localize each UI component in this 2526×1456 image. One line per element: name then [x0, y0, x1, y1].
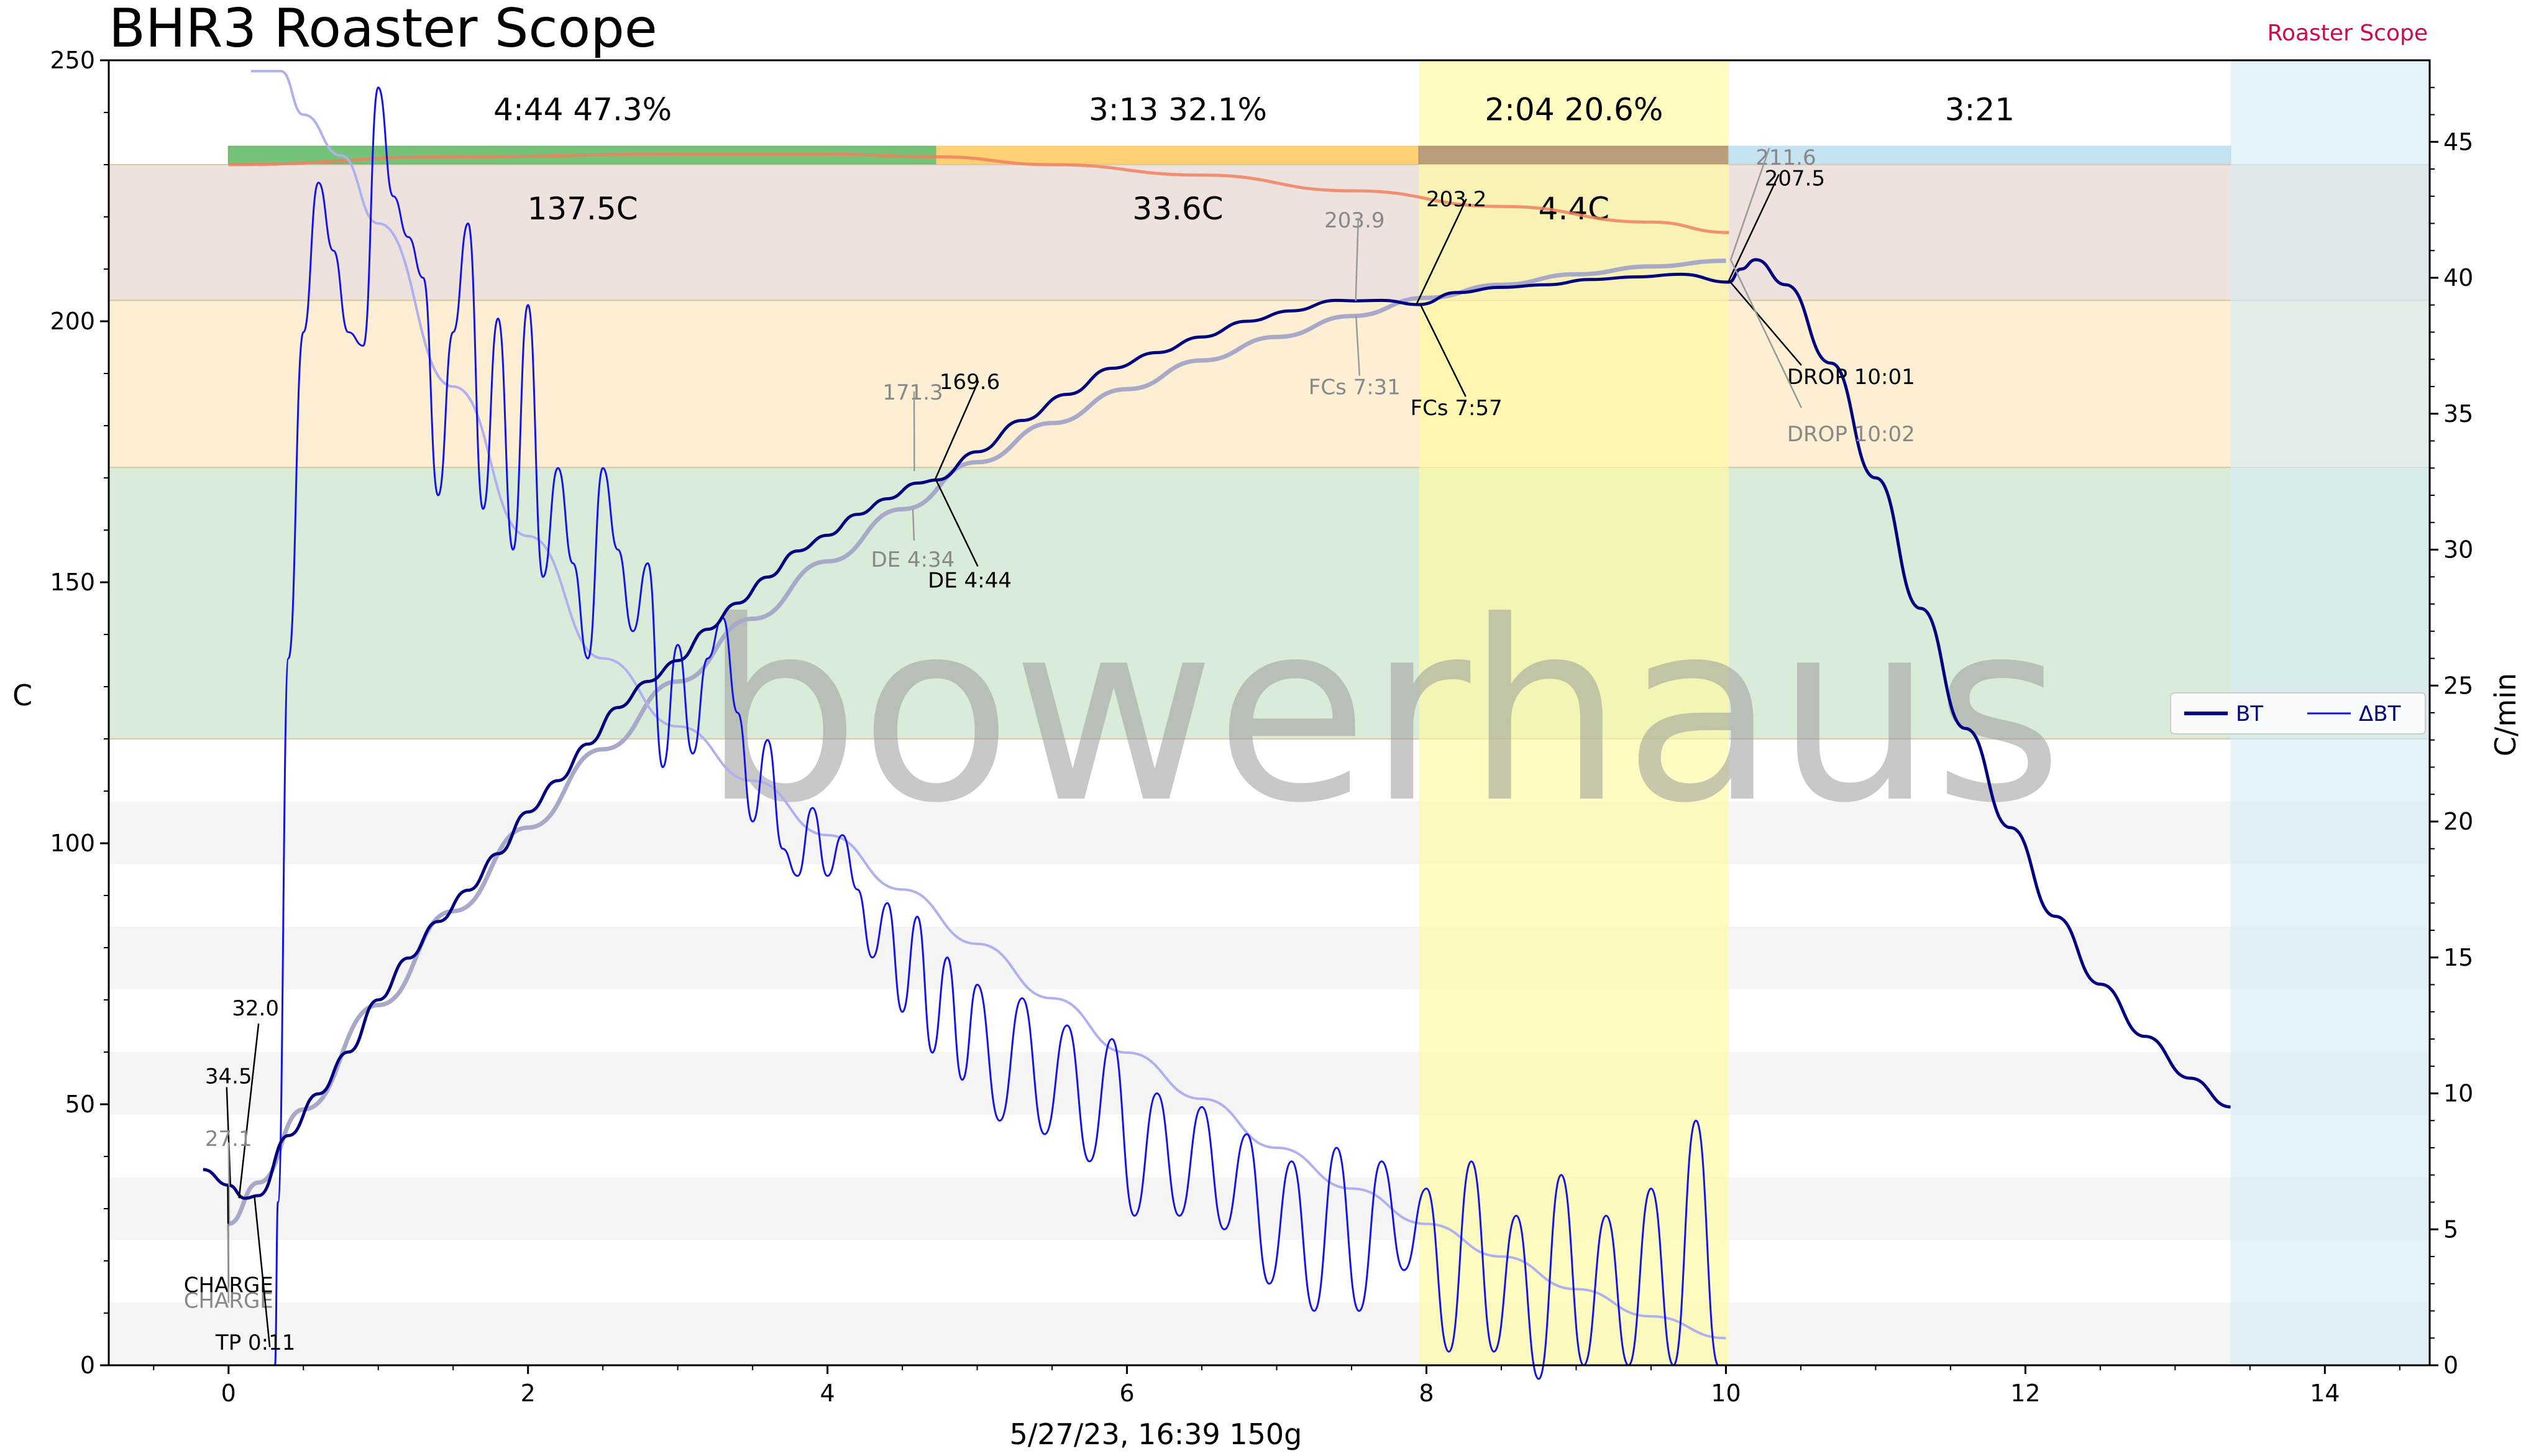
phase-time-label: 4:44 47.3%: [493, 92, 672, 128]
watermark-layer: bowerhaus: [702, 569, 2063, 858]
annotation-label: 171.3: [882, 380, 943, 405]
y2-tick-label: 35: [2443, 400, 2473, 428]
annotation-leader-line: [254, 1195, 271, 1347]
x-tick-label: 0: [221, 1380, 236, 1407]
y2-tick-label: 5: [2443, 1216, 2458, 1243]
series-lines-layer: [203, 70, 2231, 1380]
background-stripe: [109, 1303, 2430, 1365]
annotation-label: DROP 10:01: [1787, 365, 1915, 390]
x-tick-label: 4: [820, 1380, 835, 1407]
background-stripe: [109, 1177, 2430, 1240]
phase-bar-2: [1418, 145, 1730, 165]
annotation-label: DROP 10:02: [1787, 422, 1915, 447]
annotation-leader-line: [1355, 217, 1360, 301]
phase-temp-label: 137.5C: [528, 191, 638, 227]
annotation-leader-line: [238, 1023, 260, 1199]
series-line-btreference: [227, 259, 1726, 1226]
annotation-leader-line: [935, 479, 979, 567]
annotation-leader-line: [934, 380, 979, 480]
phase-bar-3: [1728, 145, 2231, 165]
y2-tick-label: 30: [2443, 536, 2473, 564]
temperature-band-band_low: [108, 467, 2430, 739]
annotation-leader-line: [1729, 282, 1802, 366]
phase-time-label: 3:13 32.1%: [1089, 92, 1267, 128]
series-line-bt: [203, 258, 2231, 1200]
annotation-label: FCs 7:57: [1411, 396, 1503, 421]
annotation-leader-line: [1419, 304, 1467, 397]
y2-tick-label: 25: [2443, 672, 2473, 699]
annotation-leader-line: [1416, 198, 1467, 305]
annotation-leader-line: [912, 509, 915, 541]
y-tick-label: 50: [65, 1091, 95, 1118]
annotation-leader-line: [1355, 316, 1361, 376]
x-tick-label: 8: [1419, 1380, 1434, 1407]
phase-temp-label: 33.6C: [1132, 191, 1223, 227]
annotation-label: 207.5: [1765, 167, 1825, 191]
y2-tick-label: 15: [2443, 944, 2473, 971]
brand-label[interactable]: Roaster Scope: [2267, 21, 2428, 46]
annotation-label: 32.0: [232, 996, 279, 1021]
watermark-logo: bowerhaus: [702, 569, 2063, 858]
annotation-label: 169.6: [940, 370, 1000, 395]
x-tick-label: 12: [2010, 1380, 2040, 1407]
annotation-leader-line: [1729, 147, 1770, 261]
annotation-label: FCs 7:31: [1309, 375, 1401, 400]
phase-time-label: 2:04 20.6%: [1485, 92, 1663, 128]
y-tick-label: 100: [50, 830, 95, 857]
annotation-label: 203.2: [1426, 187, 1486, 212]
annotation-leader-line: [226, 1087, 232, 1186]
highlight-dev_highlight: [1419, 60, 1729, 1365]
annotation-label: 211.6: [1755, 145, 1816, 170]
y-tick-label: 200: [50, 308, 95, 335]
annotation-leader-line: [1730, 260, 1803, 408]
annotation-label: 203.9: [1324, 208, 1384, 233]
y-axis-label: C: [12, 679, 32, 712]
y2-tick-label: 20: [2443, 808, 2473, 835]
legend-bt-label: BT: [2236, 702, 2263, 726]
annotation-label: DE 4:44: [928, 568, 1012, 593]
phase-bar-1: [936, 145, 1420, 165]
background-stripe: [109, 1052, 2430, 1115]
temperature-band-band_top: [108, 164, 2430, 301]
y-tick-label: 0: [80, 1352, 95, 1379]
legend: BT ΔBT: [2170, 692, 2426, 735]
background-stripe: [109, 927, 2430, 990]
legend-dbt-label: ΔBT: [2359, 702, 2401, 726]
annotation-leader-line: [1727, 174, 1780, 283]
x-tick-label: 14: [2310, 1380, 2340, 1407]
chart-background-layer: [108, 60, 2430, 1365]
x-tick-label: 6: [1119, 1380, 1134, 1407]
y-tick-label: 150: [50, 569, 95, 596]
series-line-bt-delta: [274, 86, 1726, 1380]
y2-tick-label: 45: [2443, 128, 2473, 155]
series-line-btreference-delta: [250, 70, 1726, 1340]
annotation-label: TP 0:11: [215, 1330, 295, 1355]
phase-time-label: 3:21: [1945, 92, 2015, 128]
annotation-leader-line: [227, 1224, 230, 1303]
y2-tick-label: 10: [2443, 1080, 2473, 1107]
axes-layer: 0 2 4 6 8 10 12 14 0 50 100 150 200 250 0 5 10 15 20 25 30 35…: [50, 47, 2473, 1407]
y2-tick-label: 0: [2443, 1352, 2458, 1379]
annotation-label: 34.5: [205, 1064, 252, 1089]
chart-title: BHR3 Roaster Scope: [109, 0, 657, 60]
y2-axis-label: C/min: [2489, 673, 2522, 756]
x-axis-label: 5/27/23, 16:39 150g: [1010, 1417, 1302, 1451]
x-tick-label: 10: [1711, 1380, 1741, 1407]
series-line-et: [228, 152, 1729, 234]
y2-tick-label: 40: [2443, 264, 2473, 291]
y-tick-label: 250: [50, 47, 95, 74]
x-tick-label: 2: [521, 1380, 536, 1407]
annotation-label: DE 4:34: [871, 547, 955, 572]
